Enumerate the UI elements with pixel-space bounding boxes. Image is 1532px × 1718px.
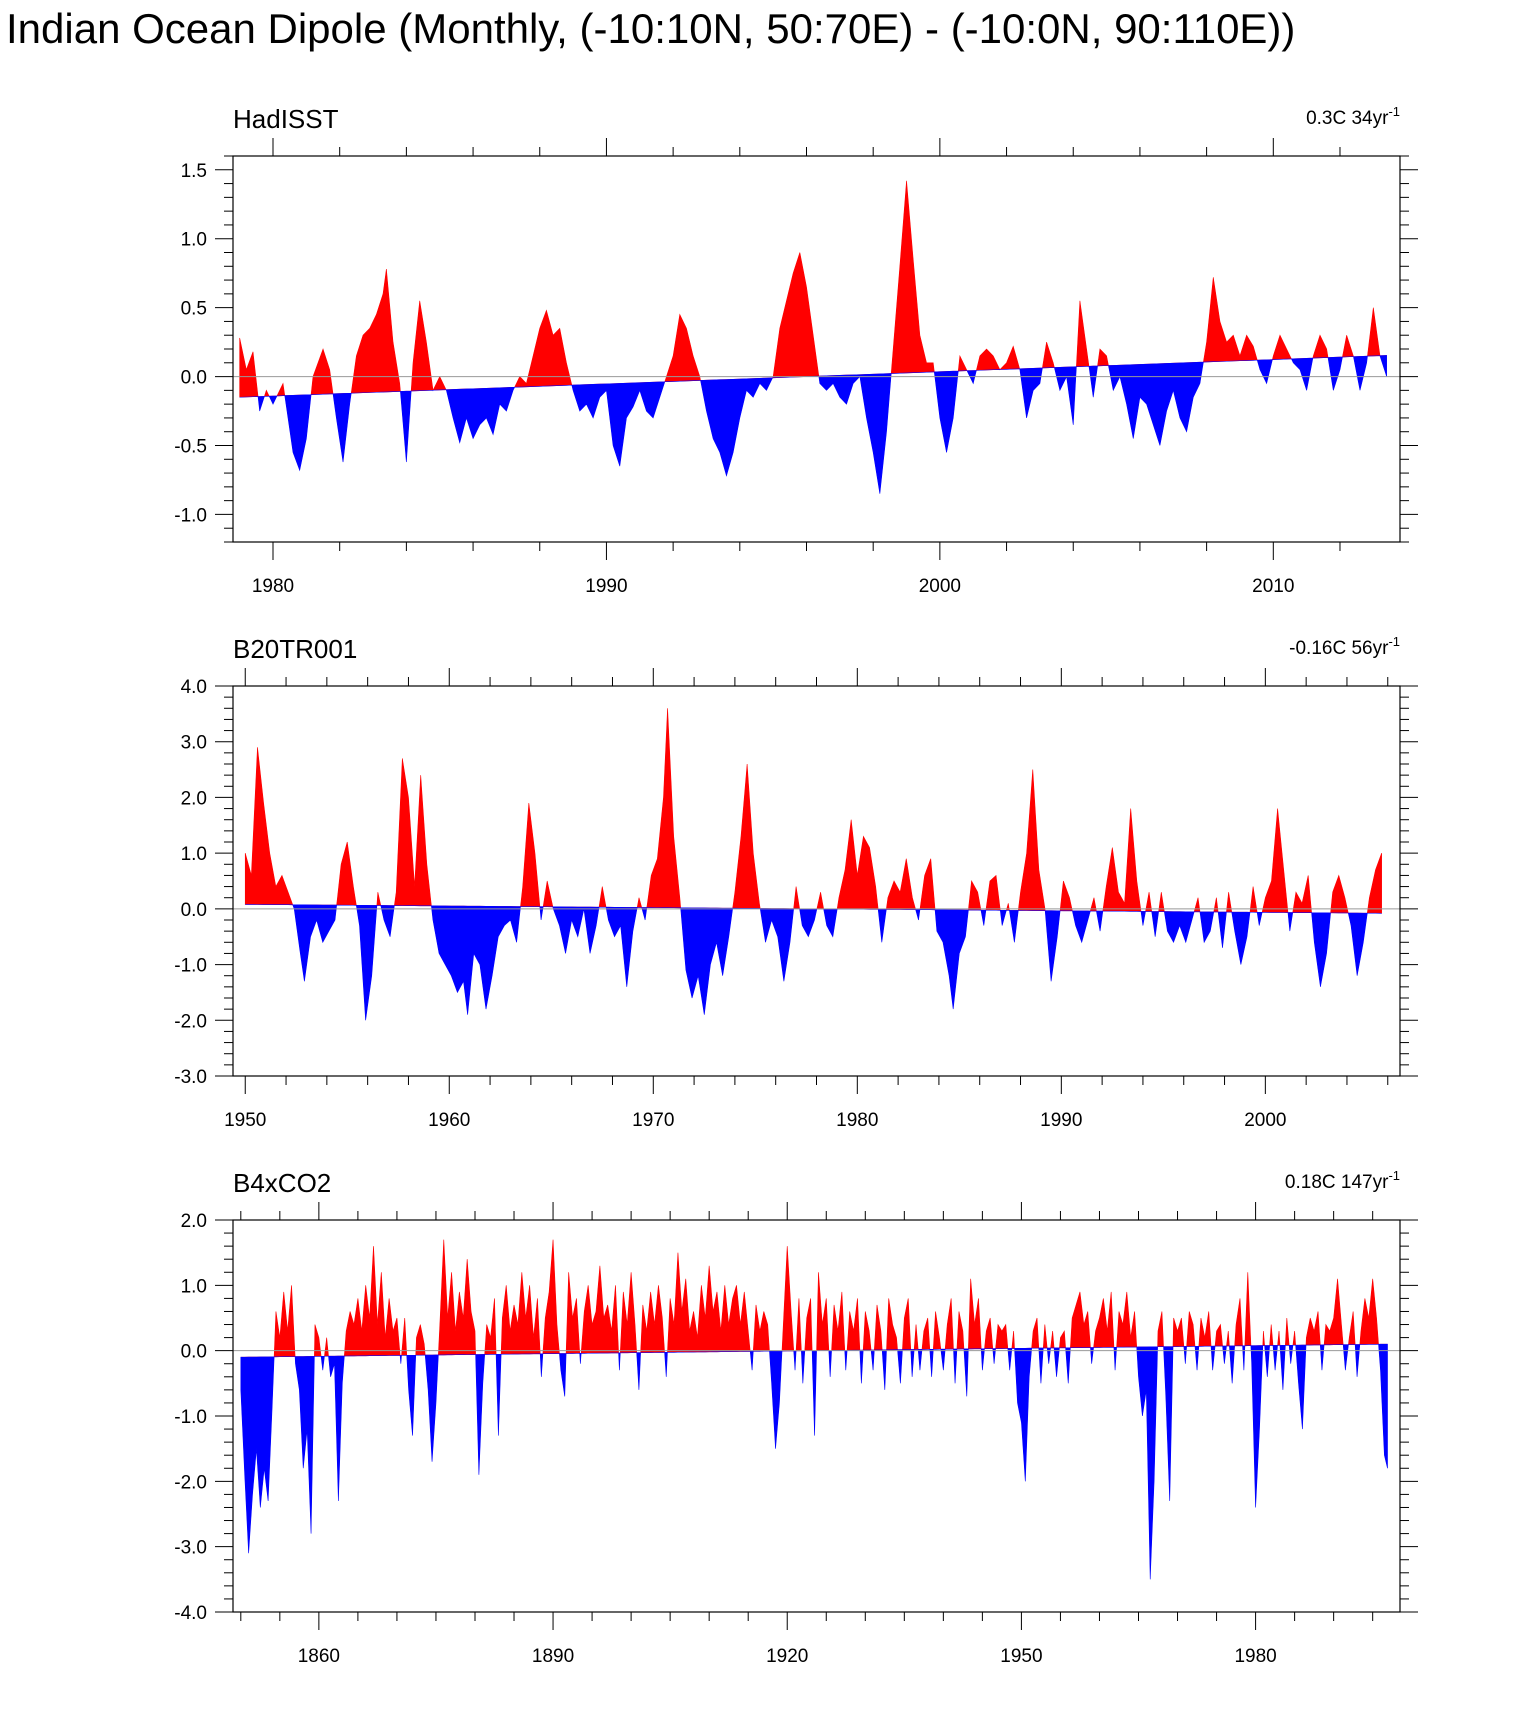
- trend-annotation: 0.18C 147yr-1: [1285, 1168, 1400, 1193]
- x-tick-label: 1890: [532, 1646, 574, 1667]
- series-area-2: [240, 1239, 1388, 1580]
- series-area-0: [239, 180, 1387, 494]
- y-tick-label: 1.0: [181, 844, 207, 865]
- y-tick-label: -1.0: [174, 956, 207, 977]
- plot-frame: [232, 1219, 1401, 1613]
- x-tick-label: 1950: [1000, 1646, 1042, 1667]
- axis-ticks: [215, 138, 1418, 560]
- y-tick-label: -2.0: [174, 1472, 207, 1493]
- y-tick-label: -3.0: [174, 1067, 207, 1088]
- y-tick-label: -1.0: [174, 505, 207, 526]
- y-tick-label: 1.5: [181, 161, 207, 182]
- panel-hadisst: -1.0 -0.5 0.0 0.5 1.0 1.5 1980 1990 2000 2010 HadI…: [174, 104, 1418, 597]
- y-tick-label: -4.0: [174, 1603, 207, 1624]
- y-tick-label: -3.0: [174, 1538, 207, 1559]
- positive-anomaly-area: [244, 708, 1382, 914]
- x-tick-label: 1920: [766, 1646, 808, 1667]
- y-tick-label: 0.5: [181, 299, 207, 320]
- y-tick-label: 0.0: [181, 900, 207, 921]
- x-tick-label: 1980: [1234, 1646, 1276, 1667]
- negative-anomaly-area: [239, 355, 1387, 494]
- x-tick-label: 1980: [836, 1110, 878, 1131]
- y-tick-label: 2.0: [181, 1211, 207, 1232]
- y-tick-label: 1.0: [181, 230, 207, 251]
- x-tick-label: 2000: [919, 576, 961, 597]
- y-tick-label: -2.0: [174, 1011, 207, 1032]
- negative-anomaly-area: [240, 1343, 1388, 1580]
- y-tick-label: 3.0: [181, 733, 207, 754]
- y-tick-label: 1.0: [181, 1276, 207, 1297]
- negative-anomaly-area: [245, 904, 1382, 1021]
- y-tick-label: 0.0: [181, 1342, 207, 1363]
- trend-annotation: 0.3C 34yr-1: [1306, 104, 1400, 129]
- x-tick-label: 2010: [1252, 576, 1294, 597]
- main-title: Indian Ocean Dipole (Monthly, (-10:10N, …: [6, 5, 1296, 52]
- x-tick-label: 1860: [298, 1646, 340, 1667]
- y-tick-label: 4.0: [181, 677, 207, 698]
- x-tick-label: 1970: [632, 1110, 674, 1131]
- x-tick-label: 2000: [1244, 1110, 1286, 1131]
- positive-anomaly-area: [240, 1239, 1388, 1358]
- positive-anomaly-area: [239, 180, 1387, 398]
- x-tick-label: 1960: [428, 1110, 470, 1131]
- panel-b20tr001: -3.0 -2.0 -1.0 0.0 1.0 2.0 3.0 4.0 1950 1960 1970 1…: [174, 634, 1418, 1131]
- y-tick-label: -0.5: [174, 437, 207, 458]
- x-tick-label: 1990: [585, 576, 627, 597]
- axis-ticks: [215, 668, 1418, 1094]
- y-tick-label: -1.0: [174, 1407, 207, 1428]
- y-tick-label: 2.0: [181, 788, 207, 809]
- y-tick-label: 0.0: [181, 368, 207, 389]
- axis-ticks: [215, 1202, 1418, 1630]
- panel-name: HadISST: [233, 104, 339, 134]
- trend-annotation: -0.16C 56yr-1: [1289, 634, 1400, 659]
- x-tick-label: 1990: [1040, 1110, 1082, 1131]
- x-tick-label: 1950: [224, 1110, 266, 1131]
- panel-name: B4xCO2: [233, 1168, 331, 1198]
- panel-b4xco2: -4.0 -3.0 -2.0 -1.0 0.0 1.0 2.0 1860 1890 1920 195…: [174, 1168, 1418, 1667]
- series-area-1: [244, 708, 1382, 1021]
- x-tick-label: 1980: [252, 576, 294, 597]
- panel-name: B20TR001: [233, 634, 357, 664]
